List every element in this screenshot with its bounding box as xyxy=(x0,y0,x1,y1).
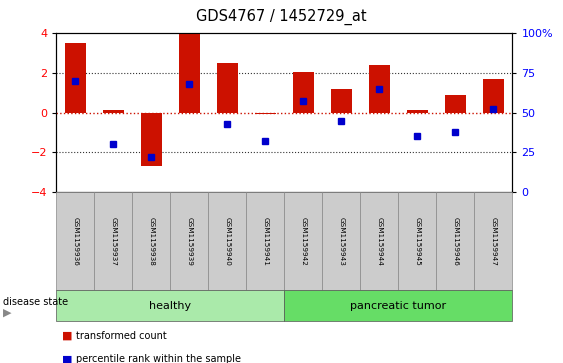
Text: GSM1159942: GSM1159942 xyxy=(300,217,306,266)
Bar xyxy=(331,89,352,113)
Text: GDS4767 / 1452729_at: GDS4767 / 1452729_at xyxy=(196,9,367,25)
Text: GSM1159947: GSM1159947 xyxy=(490,217,497,266)
Bar xyxy=(293,72,314,113)
Bar xyxy=(407,110,428,113)
Text: GSM1159943: GSM1159943 xyxy=(338,217,345,266)
Bar xyxy=(141,113,162,167)
Bar xyxy=(103,110,124,113)
Bar xyxy=(255,113,276,114)
Text: transformed count: transformed count xyxy=(76,331,167,341)
Bar xyxy=(179,34,200,113)
Bar xyxy=(483,79,504,113)
Text: ■: ■ xyxy=(62,354,73,363)
Text: healthy: healthy xyxy=(149,301,191,311)
Text: disease state: disease state xyxy=(3,297,68,307)
Text: GSM1159938: GSM1159938 xyxy=(148,217,154,266)
Text: ▶: ▶ xyxy=(3,308,11,318)
Bar xyxy=(217,62,238,113)
Text: GSM1159937: GSM1159937 xyxy=(110,217,117,266)
Text: GSM1159939: GSM1159939 xyxy=(186,217,193,266)
Text: ■: ■ xyxy=(62,331,73,341)
Text: GSM1159944: GSM1159944 xyxy=(376,217,382,266)
Bar xyxy=(445,95,466,113)
Text: GSM1159940: GSM1159940 xyxy=(224,217,230,266)
Text: pancreatic tumor: pancreatic tumor xyxy=(350,301,446,311)
Text: GSM1159941: GSM1159941 xyxy=(262,217,269,266)
Bar xyxy=(369,65,390,113)
Text: GSM1159945: GSM1159945 xyxy=(414,217,421,266)
Text: GSM1159936: GSM1159936 xyxy=(72,217,78,266)
Text: percentile rank within the sample: percentile rank within the sample xyxy=(76,354,241,363)
Text: GSM1159946: GSM1159946 xyxy=(452,217,458,266)
Bar xyxy=(65,43,86,113)
